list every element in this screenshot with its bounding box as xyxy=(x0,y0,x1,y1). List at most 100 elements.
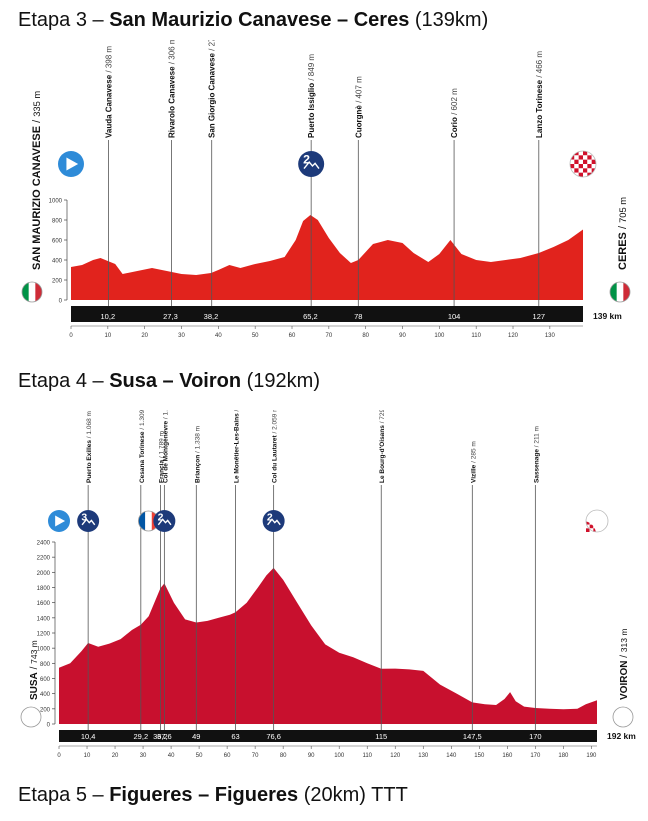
stage-4-distance: (192km) xyxy=(246,370,320,392)
km-bar xyxy=(59,730,597,742)
km-marker-label: 78 xyxy=(354,312,362,321)
km-marker-label: 38,2 xyxy=(204,312,219,321)
finish-flag-icon xyxy=(612,706,634,728)
start-flag-icon xyxy=(20,706,42,728)
finish-name-label: CERES / 705 m xyxy=(617,197,629,270)
x-tick-label: 90 xyxy=(399,333,406,339)
km-marker-label: 104 xyxy=(448,312,461,321)
x-tick-label: 140 xyxy=(446,753,457,759)
waypoint-name: Col de Montgenèvre xyxy=(162,420,169,483)
stage-4-profile-chart: 0200400600800100012001400160018002000220… xyxy=(20,410,636,759)
stage-3-distance: (139km) xyxy=(414,9,489,31)
total-distance-label: 192 km xyxy=(607,731,636,741)
waypoint-name: Corio xyxy=(450,117,459,138)
start-name-label: SAN MAURIZIO CANAVESE / 335 m xyxy=(31,91,43,270)
stage-4-route: Susa – Voiron xyxy=(109,370,242,392)
y-tick-label: 200 xyxy=(52,279,63,285)
waypoint-altitude: 1.309 m xyxy=(139,410,146,426)
y-tick-label: 2400 xyxy=(37,541,51,547)
waypoint-altitude: 306 m xyxy=(168,40,177,60)
finish-altitude: 313 m xyxy=(619,629,629,653)
y-tick-label: 1000 xyxy=(37,647,51,653)
y-tick-label: 600 xyxy=(40,677,51,683)
waypoint-name: Sassenage xyxy=(533,449,540,483)
waypoint-name: Vizille xyxy=(470,464,477,483)
x-tick-label: 0 xyxy=(69,333,73,339)
mountain-icon xyxy=(303,160,320,169)
x-tick-label: 160 xyxy=(502,753,513,759)
start-flag-icon xyxy=(21,281,43,303)
waypoint-sep: / xyxy=(354,98,363,105)
start-altitude: 743 m xyxy=(29,640,39,664)
waypoint-name: Col du Lautaret xyxy=(272,434,279,483)
y-tick-label: 400 xyxy=(52,259,63,265)
x-tick-label: 80 xyxy=(280,753,287,759)
x-tick-label: 150 xyxy=(474,753,485,759)
km-marker-label: 170 xyxy=(529,732,542,741)
finish-flag-icon xyxy=(609,281,631,303)
y-tick-label: 800 xyxy=(52,219,63,225)
waypoint-label: Col de Montgenèvre / 1.854 m xyxy=(162,410,169,483)
x-tick-label: 30 xyxy=(140,753,147,759)
waypoint-label: Vizille / 285 m xyxy=(470,441,477,483)
y-tick-label: 800 xyxy=(40,662,51,668)
x-tick-label: 40 xyxy=(215,333,222,339)
x-tick-label: 30 xyxy=(178,333,185,339)
stage-3-prefix: Etapa 3 – xyxy=(18,9,110,31)
mountain-icon xyxy=(267,518,281,526)
waypoint-sep: / xyxy=(105,68,114,75)
waypoint-name: Le Bourg-d'Oisans xyxy=(379,425,386,483)
x-tick-label: 10 xyxy=(84,753,91,759)
finish-sep: / xyxy=(619,652,630,660)
km-marker-label: 36,2 xyxy=(153,732,168,741)
y-tick-label: 1800 xyxy=(37,586,51,592)
waypoint-sep: / xyxy=(470,459,477,464)
start-arrow-icon xyxy=(55,515,66,527)
waypoint-altitude: 849 m xyxy=(307,54,316,77)
x-tick-label: 20 xyxy=(141,333,148,339)
waypoint-label: Lanzo Torinese / 466 m xyxy=(535,51,544,138)
waypoint-sep: / xyxy=(272,430,279,435)
finish-name: CERES xyxy=(617,232,629,270)
y-tick-label: 2200 xyxy=(37,556,51,562)
km-marker-label: 65,2 xyxy=(303,312,318,321)
waypoint-label: Cuorgnè / 407 m xyxy=(354,76,363,138)
waypoint-label: Le Bourg-d'Oisans / 729 m xyxy=(379,410,386,483)
x-tick-label: 190 xyxy=(586,753,597,759)
km-bar xyxy=(71,306,583,322)
waypoint-altitude: 729 m xyxy=(379,410,386,420)
start-altitude: 335 m xyxy=(32,91,42,117)
waypoint-name: Cesana Torinese xyxy=(139,431,146,483)
x-tick-label: 110 xyxy=(471,333,481,339)
y-tick-label: 0 xyxy=(47,723,51,729)
x-tick-label: 40 xyxy=(168,753,175,759)
waypoint-altitude: 1.338 m xyxy=(194,426,201,450)
waypoint-altitude: 1.068 m xyxy=(86,411,93,435)
x-tick-label: 100 xyxy=(434,333,445,339)
waypoint-label: Puerto Issiglio / 849 m xyxy=(307,54,316,138)
waypoint-name: Puerto Issiglio xyxy=(307,83,316,138)
finish-icon xyxy=(585,509,609,533)
x-tick-label: 120 xyxy=(390,753,401,759)
waypoint-name: Rivarolo Canavese xyxy=(168,66,177,138)
waypoint-name: San Giorgio Canavese xyxy=(208,53,217,138)
waypoint-label: Rivarolo Canavese / 306 m xyxy=(168,40,177,138)
stage-5-title: Etapa 5 – Figueres – Figueres (20km) TTT xyxy=(18,784,408,807)
stage-4-prefix: Etapa 4 – xyxy=(18,370,110,392)
y-tick-label: 200 xyxy=(40,707,51,713)
start-name: SAN MAURIZIO CANAVESE xyxy=(31,126,43,270)
waypoint-name: Cuorgnè xyxy=(354,105,363,138)
waypoint-label: Le Monêtier-Les-Bains / 1.473 m xyxy=(234,410,241,483)
stage-5-route: Figueres – Figueres xyxy=(109,784,299,806)
km-marker-label: 37,6 xyxy=(157,732,172,741)
waypoint-sep: / xyxy=(86,435,93,440)
x-tick-label: 60 xyxy=(289,333,296,339)
y-tick-label: 600 xyxy=(52,239,63,245)
waypoint-sep: / xyxy=(379,420,386,425)
km-marker-label: 63 xyxy=(231,732,239,741)
waypoint-name: Vauda Canavese xyxy=(105,74,114,138)
waypoint-name: Puerto Exilles xyxy=(86,440,93,483)
x-tick-label: 130 xyxy=(545,333,556,339)
elevation-profile xyxy=(71,215,583,300)
